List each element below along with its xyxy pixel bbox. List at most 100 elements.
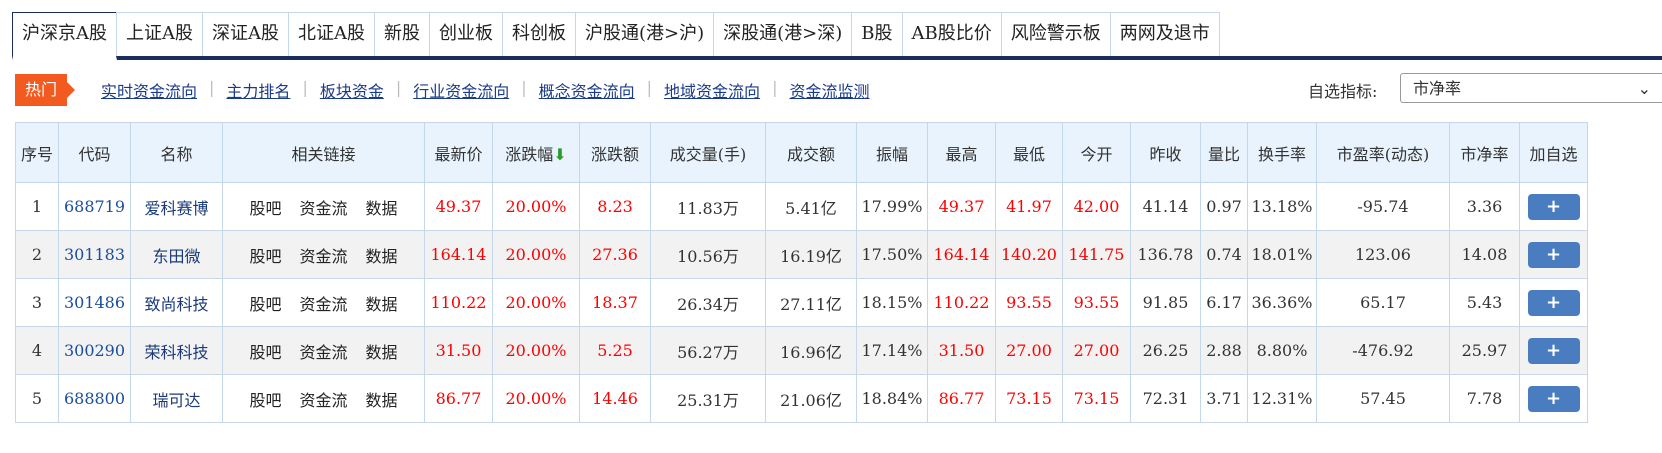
related-links: 股吧 资金流 数据 [222, 326, 425, 375]
custom-indicator-label: 自选指标: [1308, 82, 1378, 101]
cell-成交额: 27.11亿 [765, 278, 857, 327]
stock-code[interactable]: 301486 [58, 278, 131, 327]
column-header-6[interactable]: 涨跌额 [579, 122, 651, 183]
column-header-11[interactable]: 最低 [995, 122, 1063, 183]
add-watchlist-button[interactable]: + [1527, 385, 1580, 412]
add-watchlist-cell: + [1519, 374, 1588, 423]
related-link-2[interactable]: 数据 [365, 246, 398, 266]
related-link-0[interactable]: 股吧 [249, 246, 282, 266]
link-6[interactable]: 资金流监测 [789, 82, 870, 101]
related-link-1[interactable]: 资金流 [299, 390, 348, 410]
tab-4[interactable]: 新股 [374, 12, 430, 56]
cell-涨跌额: 18.37 [579, 278, 651, 327]
related-link-1[interactable]: 资金流 [299, 294, 348, 314]
cell-最高: 49.37 [927, 182, 996, 231]
tab-1[interactable]: 上证A股 [116, 12, 203, 56]
column-header-8[interactable]: 成交额 [765, 122, 857, 183]
link-2[interactable]: 板块资金 [319, 82, 384, 101]
divider: | [302, 78, 308, 97]
related-link-0[interactable]: 股吧 [249, 390, 282, 410]
related-link-1[interactable]: 资金流 [299, 246, 348, 266]
link-1[interactable]: 主力排名 [226, 82, 291, 101]
column-header-10[interactable]: 最高 [927, 122, 996, 183]
cell-今开: 42.00 [1062, 182, 1131, 231]
column-header-13[interactable]: 昨收 [1130, 122, 1201, 183]
column-label: 最高 [945, 144, 978, 164]
column-header-17[interactable]: 市净率 [1449, 122, 1520, 183]
stock-code[interactable]: 301183 [58, 230, 131, 279]
add-watchlist-button[interactable]: + [1527, 337, 1580, 364]
column-header-5[interactable]: 涨跌幅⬇ [492, 122, 580, 183]
column-header-14[interactable]: 量比 [1200, 122, 1248, 183]
column-header-7[interactable]: 成交量(手) [650, 122, 766, 183]
stock-name[interactable]: 致尚科技 [130, 278, 223, 327]
stock-name[interactable]: 瑞可达 [130, 374, 223, 423]
link-4[interactable]: 概念资金流向 [538, 82, 635, 101]
column-label: 加自选 [1529, 144, 1578, 164]
tab-8[interactable]: 深股通(港>深) [713, 12, 853, 56]
column-header-12[interactable]: 今开 [1062, 122, 1131, 183]
custom-indicator-select[interactable]: 市净率 ⌄ [1400, 73, 1662, 103]
tab-2[interactable]: 深证A股 [202, 12, 289, 56]
related-link-0[interactable]: 股吧 [249, 294, 282, 314]
cell-涨跌幅: 20.00% [492, 230, 580, 279]
divider: | [772, 78, 778, 97]
column-header-15[interactable]: 换手率 [1247, 122, 1317, 183]
stock-code[interactable]: 688719 [58, 182, 131, 231]
column-label: 最低 [1012, 144, 1045, 164]
tab-11[interactable]: 风险警示板 [1000, 12, 1111, 56]
column-header-0[interactable]: 序号 [15, 122, 59, 183]
related-links: 股吧 资金流 数据 [222, 182, 425, 231]
cell-涨跌额: 8.23 [579, 182, 651, 231]
related-link-2[interactable]: 数据 [365, 198, 398, 218]
tab-3[interactable]: 北证A股 [288, 12, 375, 56]
column-label: 相关链接 [291, 144, 356, 164]
column-header-2[interactable]: 名称 [130, 122, 223, 183]
related-link-2[interactable]: 数据 [365, 390, 398, 410]
tab-0[interactable]: 沪深京A股 [12, 12, 117, 60]
add-watchlist-button[interactable]: + [1527, 193, 1580, 220]
cell-市盈率(动态): 57.45 [1316, 374, 1450, 423]
add-watchlist-button[interactable]: + [1527, 289, 1580, 316]
stock-name[interactable]: 荣科科技 [130, 326, 223, 375]
cell-量比: 2.88 [1200, 326, 1248, 375]
column-header-3[interactable]: 相关链接 [222, 122, 425, 183]
link-3[interactable]: 行业资金流向 [413, 82, 510, 101]
cell-换手率: 12.31% [1247, 374, 1317, 423]
tab-6[interactable]: 科创板 [502, 12, 576, 56]
related-link-2[interactable]: 数据 [365, 294, 398, 314]
tab-7[interactable]: 沪股通(港>沪) [575, 12, 715, 56]
cell-最高: 86.77 [927, 374, 996, 423]
stock-code[interactable]: 688800 [58, 374, 131, 423]
cell-涨跌额: 5.25 [579, 326, 651, 375]
link-5[interactable]: 地域资金流向 [664, 82, 761, 101]
related-link-1[interactable]: 资金流 [299, 198, 348, 218]
cell-市净率: 3.36 [1449, 182, 1520, 231]
stock-code[interactable]: 300290 [58, 326, 131, 375]
related-link-0[interactable]: 股吧 [249, 198, 282, 218]
divider: | [395, 78, 402, 97]
column-header-1[interactable]: 代码 [58, 122, 131, 183]
column-header-4[interactable]: 最新价 [424, 122, 493, 183]
add-watchlist-cell: + [1519, 326, 1588, 375]
add-watchlist-button[interactable]: + [1527, 241, 1580, 268]
stock-name[interactable]: 爱科赛博 [130, 182, 223, 231]
tab-5[interactable]: 创业板 [429, 12, 503, 56]
cell-最低: 27.00 [995, 326, 1063, 375]
column-header-18[interactable]: 加自选 [1519, 122, 1588, 183]
tab-12[interactable]: 两网及退市 [1109, 12, 1220, 56]
column-header-16[interactable]: 市盈率(动态) [1316, 122, 1450, 183]
column-header-9[interactable]: 振幅 [856, 122, 928, 183]
related-link-1[interactable]: 资金流 [299, 342, 348, 362]
link-0[interactable]: 实时资金流向 [101, 82, 198, 101]
cell-市净率: 7.78 [1449, 374, 1520, 423]
tab-10[interactable]: AB股比价 [901, 12, 1002, 56]
stock-name[interactable]: 东田微 [130, 230, 223, 279]
cell-昨收: 91.85 [1130, 278, 1201, 327]
related-link-0[interactable]: 股吧 [249, 342, 282, 362]
cell-涨跌额: 14.46 [579, 374, 651, 423]
divider: | [521, 78, 527, 97]
related-link-2[interactable]: 数据 [365, 342, 398, 362]
cell-今开: 141.75 [1062, 230, 1131, 279]
tab-9[interactable]: B股 [851, 12, 903, 56]
